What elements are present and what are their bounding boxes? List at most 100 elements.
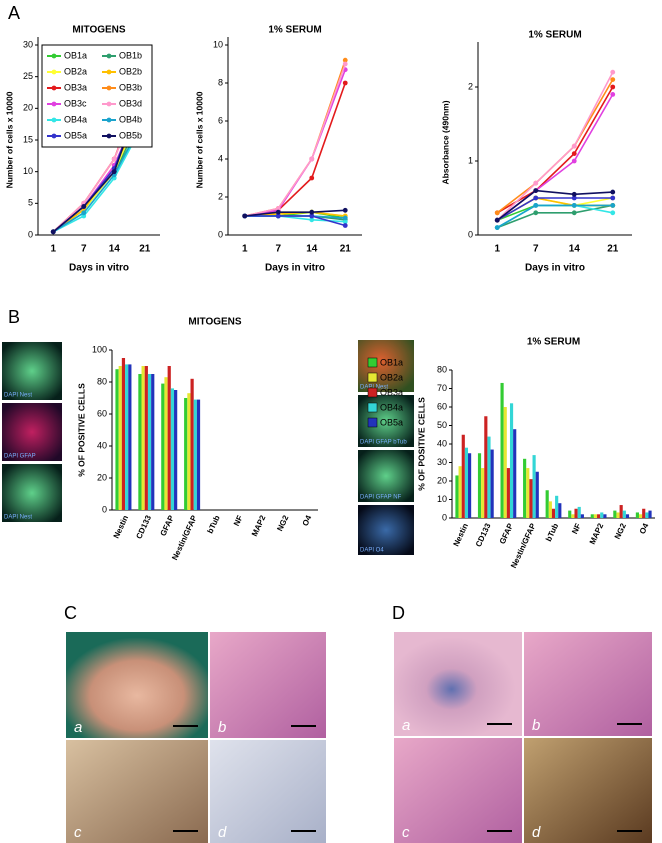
bar — [461, 434, 465, 518]
y-tick-label: 10 — [213, 39, 223, 49]
micrograph-label: DAPI Nest — [4, 515, 32, 521]
bar — [622, 510, 626, 518]
bar — [477, 453, 482, 518]
legend-marker — [106, 69, 112, 75]
photograph — [66, 632, 208, 738]
y-tick-label: 15 — [23, 134, 33, 144]
legend-label: OB2a — [380, 372, 403, 382]
photo-label: b — [218, 719, 226, 736]
data-point — [533, 203, 539, 208]
micrograph-label: DAPI Nest — [360, 385, 388, 391]
bar — [118, 366, 122, 510]
legend-swatch — [367, 402, 378, 413]
y-tick-label: 10 — [437, 494, 447, 504]
y-tick-label: 40 — [97, 440, 107, 450]
data-point — [533, 188, 539, 194]
legend-marker — [51, 101, 57, 107]
x-tick-label: bTub — [544, 522, 560, 543]
bar — [167, 366, 171, 510]
bar — [619, 505, 623, 518]
bar — [529, 479, 533, 518]
photograph — [524, 632, 652, 736]
x-tick-label: 1 — [242, 244, 248, 255]
data-point — [111, 156, 117, 162]
bar — [642, 508, 646, 518]
x-tick-label: O4 — [638, 521, 651, 535]
x-tick-label: 1 — [50, 244, 56, 255]
bar — [616, 512, 620, 518]
x-tick-label: MAP2 — [250, 513, 268, 537]
data-point — [533, 210, 539, 216]
x-tick-label: 7 — [81, 244, 87, 255]
series-line — [244, 63, 347, 217]
bar — [196, 399, 201, 510]
y-tick-label: 4 — [218, 153, 223, 163]
bar — [590, 514, 594, 518]
series-line — [496, 71, 614, 221]
x-tick-label: 21 — [607, 244, 619, 255]
legend-marker — [51, 69, 57, 75]
photo-label: d — [532, 824, 541, 841]
x-tick-label: Nestin — [112, 514, 131, 540]
x-tick-label: 14 — [109, 244, 121, 255]
data-point — [342, 57, 348, 63]
data-point — [242, 213, 248, 219]
data-point — [571, 143, 577, 149]
bar — [487, 436, 491, 518]
legend-label: OB3a — [380, 387, 403, 397]
y-tick-label: 0 — [218, 229, 223, 239]
x-tick-label: CD133 — [134, 513, 153, 540]
bar — [481, 468, 485, 518]
bar — [509, 403, 514, 518]
bar — [635, 512, 639, 518]
legend-marker — [51, 133, 57, 139]
panel-label: B — [8, 307, 20, 327]
data-point — [342, 223, 348, 228]
x-tick-label: Nestin — [452, 522, 471, 548]
data-point — [309, 209, 315, 215]
legend-label: OB3b — [119, 82, 142, 92]
panel-label: D — [392, 603, 405, 623]
bar — [174, 390, 178, 510]
x-tick-label: CD133 — [474, 521, 493, 548]
series-line — [244, 209, 346, 217]
x-tick-label: bTub — [206, 514, 222, 535]
data-point — [342, 219, 348, 225]
bar — [645, 512, 649, 518]
legend-swatch — [367, 387, 378, 398]
bar — [458, 466, 462, 518]
bar — [455, 475, 459, 518]
bar — [500, 382, 504, 518]
y-tick-label: 20 — [97, 472, 107, 482]
legend-marker — [51, 117, 57, 123]
legend-swatch — [367, 357, 378, 368]
x-tick-label: NF — [232, 514, 245, 528]
x-tick-label: GFAP — [498, 521, 516, 545]
y-tick-label: 2 — [468, 81, 473, 91]
bar — [535, 471, 539, 518]
photograph — [210, 632, 326, 738]
bar — [506, 468, 510, 518]
y-tick-label: 0 — [468, 229, 473, 239]
data-point — [610, 92, 616, 97]
data-point — [494, 210, 500, 216]
bar — [568, 510, 572, 518]
micrograph — [358, 505, 414, 555]
x-tick-label: NG2 — [275, 513, 290, 532]
bar — [151, 374, 155, 510]
data-point — [309, 175, 315, 181]
data-point — [309, 156, 315, 162]
data-point — [610, 203, 616, 208]
y-tick-label: 40 — [437, 438, 447, 448]
photo-label: a — [74, 719, 82, 736]
legend-label: OB4a — [64, 114, 87, 124]
chart-title: 1% SERUM — [527, 337, 580, 348]
x-axis-label: Days in vitro — [525, 263, 585, 274]
data-point — [610, 69, 616, 75]
chart-title: 1% SERUM — [268, 25, 321, 36]
bar — [147, 374, 152, 510]
bar — [503, 407, 507, 518]
bar — [490, 449, 494, 518]
y-tick-label: 80 — [437, 364, 447, 374]
